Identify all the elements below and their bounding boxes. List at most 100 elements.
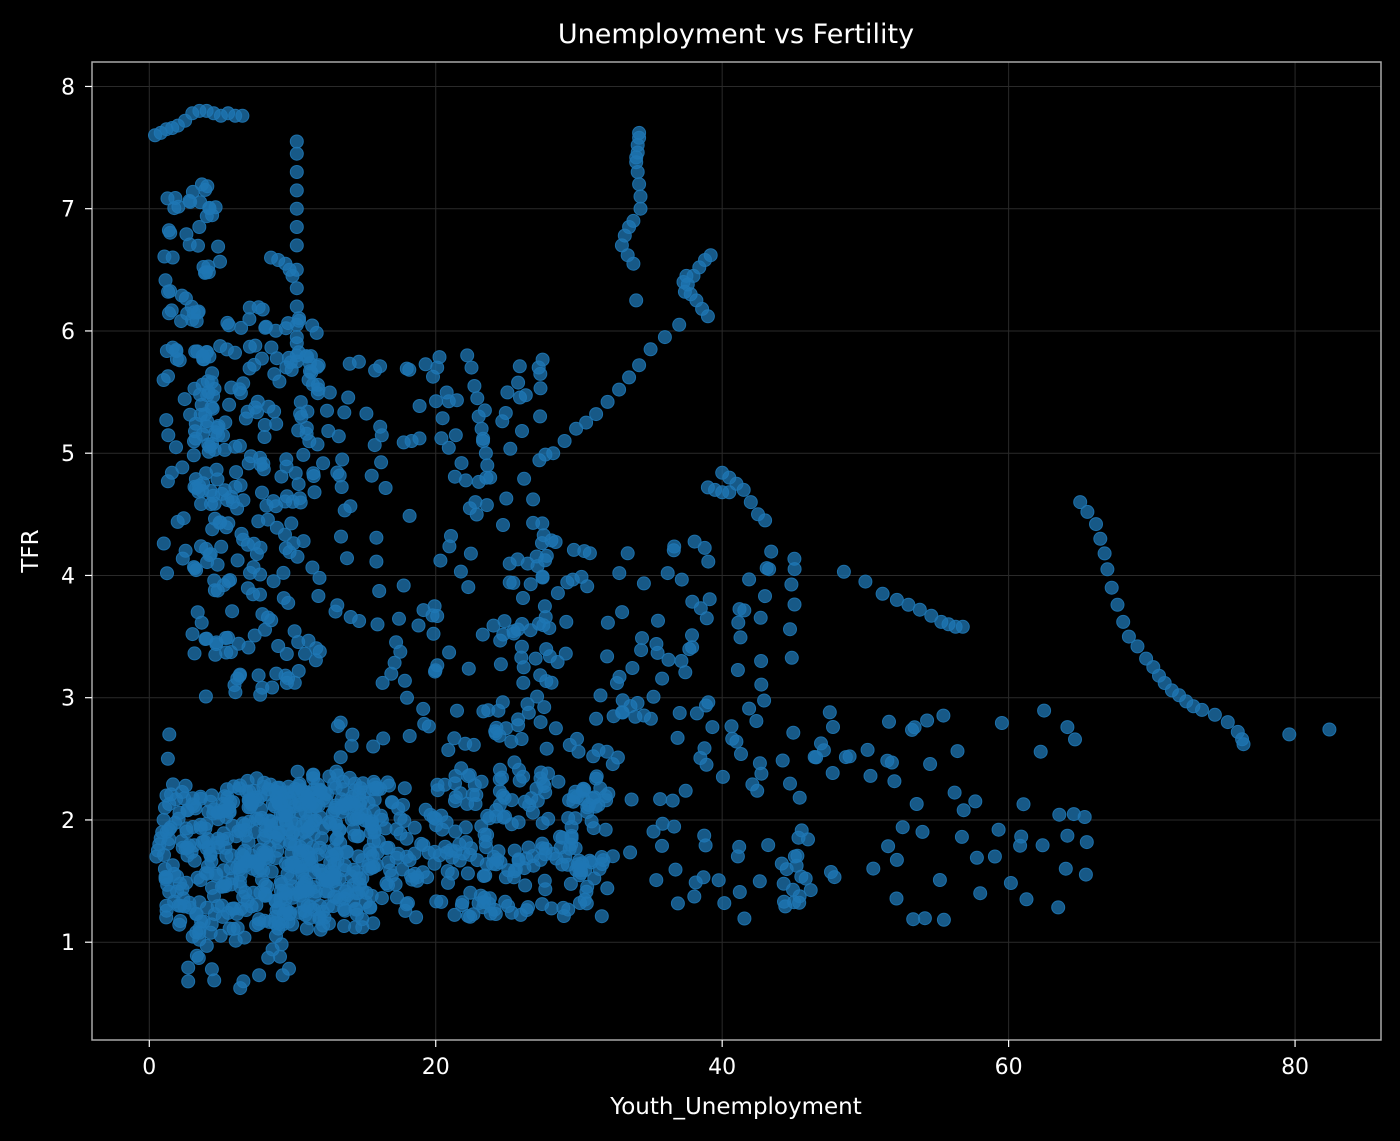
data-point (233, 981, 248, 996)
data-point (1078, 867, 1093, 882)
data-point (158, 800, 172, 815)
data-point (213, 515, 228, 530)
data-point (653, 792, 668, 807)
data-point (917, 911, 932, 926)
data-point (240, 581, 255, 596)
data-point (463, 847, 478, 862)
data-point (553, 829, 567, 844)
data-point (162, 727, 177, 742)
data-point (381, 840, 396, 855)
data-point (956, 803, 971, 818)
data-point (292, 885, 307, 900)
data-point (705, 720, 720, 735)
data-point (234, 320, 249, 335)
data-point (520, 697, 535, 712)
data-point (792, 790, 807, 805)
data-point (189, 925, 204, 940)
data-point (291, 477, 306, 492)
x-tick-label: 80 (1281, 1055, 1309, 1080)
data-point (836, 564, 851, 579)
data-point (672, 317, 687, 332)
data-point (715, 769, 730, 784)
data-point (757, 693, 772, 708)
data-point (359, 406, 374, 421)
data-point (289, 299, 304, 314)
data-point (364, 888, 379, 903)
data-point (335, 452, 350, 467)
data-point (932, 873, 947, 887)
data-point (418, 802, 433, 817)
data-point (159, 413, 174, 428)
data-point (199, 631, 214, 646)
data-point (513, 907, 528, 922)
data-point (232, 668, 247, 683)
data-point (672, 706, 687, 720)
x-tick-label: 0 (142, 1055, 156, 1080)
data-point (473, 888, 488, 903)
data-point (889, 852, 904, 867)
data-point (222, 397, 237, 412)
data-point (171, 811, 186, 826)
data-point (915, 824, 930, 839)
data-point (814, 736, 828, 751)
data-point (518, 878, 533, 893)
data-point (461, 580, 476, 595)
data-point (562, 793, 577, 808)
data-point (258, 877, 273, 892)
data-point (1097, 546, 1112, 561)
data-point (387, 655, 402, 670)
data-point (188, 424, 202, 439)
data-point (191, 484, 206, 499)
data-point (268, 830, 283, 845)
data-point (180, 803, 195, 818)
data-point (297, 904, 312, 919)
data-point (822, 705, 837, 720)
data-point (198, 689, 213, 704)
data-point (305, 318, 320, 333)
data-point (624, 792, 639, 807)
data-point (348, 920, 363, 935)
data-point (273, 949, 287, 964)
data-point (190, 605, 205, 620)
data-point (237, 930, 252, 945)
data-point (402, 508, 417, 523)
data-point (285, 494, 300, 509)
data-point (253, 587, 267, 602)
data-point (794, 823, 809, 838)
data-point (370, 617, 385, 632)
data-point (687, 889, 702, 904)
data-point (612, 382, 627, 397)
data-point (882, 714, 896, 729)
data-point (241, 835, 256, 850)
data-point (282, 961, 296, 976)
data-point (698, 838, 713, 853)
data-point (268, 909, 283, 924)
data-point (722, 485, 737, 500)
data-point (655, 671, 670, 686)
data-point (348, 901, 363, 916)
data-point (298, 646, 312, 661)
data-point (344, 738, 359, 753)
data-point (629, 293, 644, 308)
data-point (174, 314, 189, 329)
data-point (474, 421, 489, 436)
data-point (389, 850, 404, 865)
data-point (220, 790, 235, 805)
data-point (208, 425, 223, 440)
data-point (630, 696, 645, 710)
data-point (679, 268, 694, 283)
data-point (764, 544, 779, 559)
data-point (322, 385, 337, 400)
data-point (499, 491, 514, 506)
data-point (160, 751, 175, 766)
data-point (912, 602, 927, 617)
data-point (416, 838, 431, 853)
y-tick-label: 2 (61, 809, 75, 834)
data-point (551, 774, 566, 789)
data-point (592, 862, 607, 876)
data-point (173, 898, 188, 913)
data-point (434, 431, 449, 446)
data-point (497, 614, 512, 629)
